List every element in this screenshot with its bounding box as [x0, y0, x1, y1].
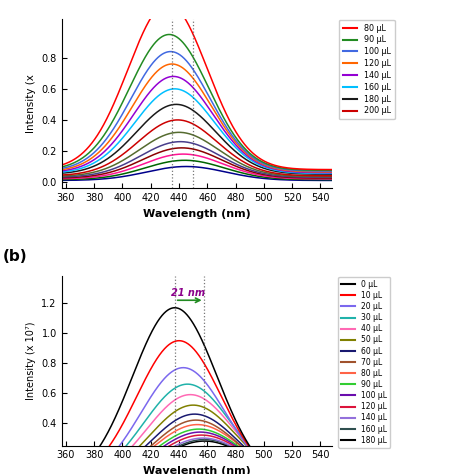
- X-axis label: Wavelength (nm): Wavelength (nm): [143, 466, 251, 474]
- Text: (b): (b): [2, 249, 27, 264]
- Text: 21 nm: 21 nm: [171, 288, 205, 298]
- Legend: 80 μL, 90 μL, 100 μL, 120 μL, 140 μL, 160 μL, 180 μL, 200 μL: 80 μL, 90 μL, 100 μL, 120 μL, 140 μL, 16…: [338, 19, 394, 119]
- Legend: 0 μL, 10 μL, 20 μL, 30 μL, 40 μL, 50 μL, 60 μL, 70 μL, 80 μL, 90 μL, 100 μL, 120: 0 μL, 10 μL, 20 μL, 30 μL, 40 μL, 50 μL,…: [338, 277, 390, 448]
- Y-axis label: Intensity (x: Intensity (x: [26, 74, 36, 133]
- X-axis label: Wavelength (nm): Wavelength (nm): [143, 209, 251, 219]
- Y-axis label: Intensity (x 10⁷): Intensity (x 10⁷): [26, 322, 36, 400]
